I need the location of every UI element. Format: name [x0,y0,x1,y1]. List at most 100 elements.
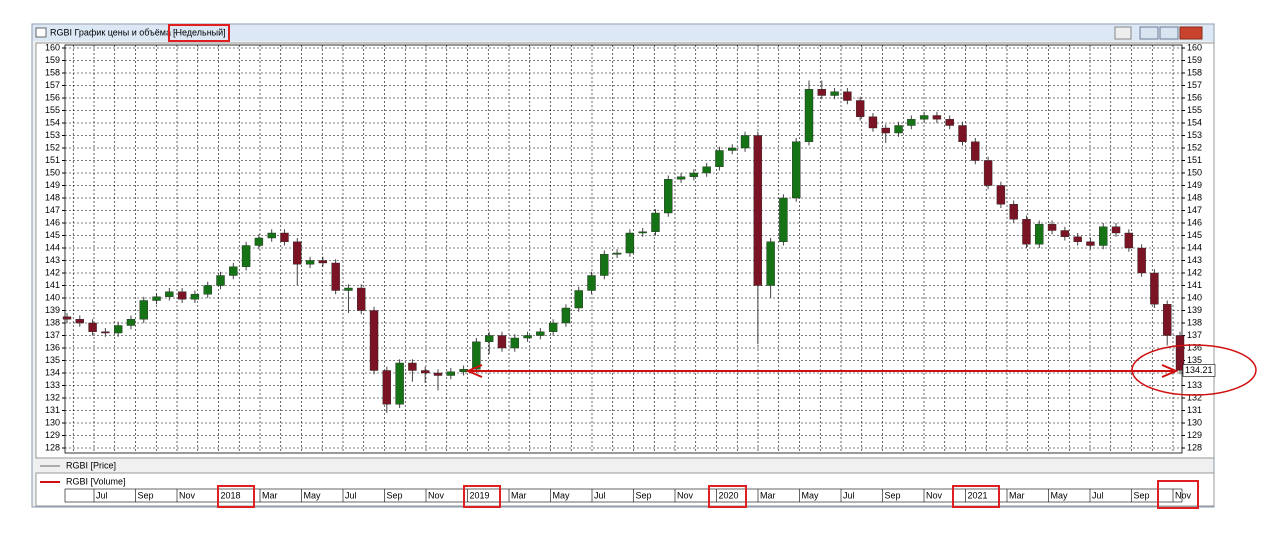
candle-body [484,335,494,342]
candle-body [216,275,225,286]
highlight-box [217,485,255,508]
last-price-box [1182,364,1216,377]
candle-body [203,285,212,295]
candle-body [1175,335,1185,371]
candle-body [497,335,507,349]
pin-button[interactable] [1114,26,1132,40]
y-tick-label: 135 [45,355,60,365]
timeline-label: May [553,490,571,500]
candle-body [126,319,136,326]
candle-body [101,331,110,334]
candle-body [421,370,430,374]
arrow-head [465,364,483,378]
candle-body [830,91,839,96]
candle-body [293,241,302,265]
y-tick-label: 141 [45,280,60,290]
candle-body [254,237,264,246]
candle-body [382,370,392,405]
candle-body [907,119,916,126]
timeline-label: Nov [677,490,694,500]
y-tick-label: 155 [45,105,60,115]
maximize-button[interactable] [1159,26,1179,40]
y-tick-label: 139 [45,305,60,315]
y-tick-label: 148 [45,192,60,202]
y-tick-label: 153 [45,130,60,140]
y-tick-label: 141 [1187,280,1202,290]
y-tick-label: 129 [45,430,60,440]
highlight-box [952,485,1000,508]
timeline-label: Nov [428,490,445,500]
y-tick-label: 140 [45,292,60,302]
timeline-label: Sep [1134,490,1150,500]
y-tick-label: 142 [1187,267,1202,277]
minimize-button[interactable] [1139,26,1159,40]
candle-body [229,266,238,276]
candle-body [395,362,404,405]
y-tick-label: 158 [1187,67,1202,77]
y-tick-label: 132 [45,392,60,402]
y-tick-label: 144 [45,242,60,252]
y-tick-label: 157 [1187,80,1202,90]
y-tick-label: 145 [45,230,60,240]
window-icon [35,27,47,38]
window-period: [Недельный] [173,27,226,37]
timeline-label: Nov [179,490,196,500]
candle-body [1073,236,1082,242]
candle-body [689,172,699,177]
y-tick-label: 136 [45,342,60,352]
candle-body [919,115,929,120]
timeline-label: Mar [511,490,527,500]
candle-body [177,291,187,300]
timeline [64,488,1183,503]
candle-body [600,254,609,276]
legend-label: RGBI [Price] [66,460,116,470]
y-tick-label: 144 [1187,242,1202,252]
candle-body [280,232,289,242]
candle-body [728,147,737,151]
y-tick-label: 145 [1187,230,1202,240]
candle-body [357,287,366,311]
y-tick-label: 160 [45,42,60,52]
y-tick-label: 155 [1187,105,1202,115]
candle-body [958,125,967,142]
y-tick-label: 131 [1187,405,1202,415]
y-tick-label: 143 [45,255,60,265]
candle-body [1086,241,1095,246]
candle-body [344,287,353,291]
candle-body [62,316,72,320]
y-tick-label: 133 [1187,380,1202,390]
y-tick-label: 156 [45,92,60,102]
highlight-box [463,485,501,508]
candle-body [625,232,635,254]
candle-body [740,135,750,149]
close-button[interactable] [1179,26,1203,40]
highlight-box [708,485,747,508]
timeline-label: 2021 [968,490,988,500]
timeline-label: Sep [387,490,403,500]
y-tick-label: 159 [45,55,60,65]
candle-body [165,291,174,297]
candle-body [651,212,660,232]
candle-body [792,141,801,199]
timeline-label: May [802,490,820,500]
y-tick-label: 140 [1187,292,1202,302]
y-tick-label: 137 [1187,330,1202,340]
timeline-label: Nov [926,490,943,500]
candle-body [561,307,571,324]
y-tick-label: 146 [1187,217,1202,227]
highlight-box [1157,480,1199,509]
candle-body [1111,226,1121,234]
y-tick-label: 132 [1187,392,1202,402]
candle-body [1099,226,1108,246]
y-tick-label: 160 [1187,42,1202,52]
candle-body [753,135,763,286]
candle-body [1060,230,1070,237]
y-tick-label: 138 [1187,317,1202,327]
candle-body [75,319,84,324]
timeline-label: May [304,490,322,500]
y-tick-label: 150 [1187,167,1202,177]
candle-body [267,232,276,239]
candle-body [855,100,865,117]
candle-body [766,241,775,286]
candle-body [702,166,711,174]
